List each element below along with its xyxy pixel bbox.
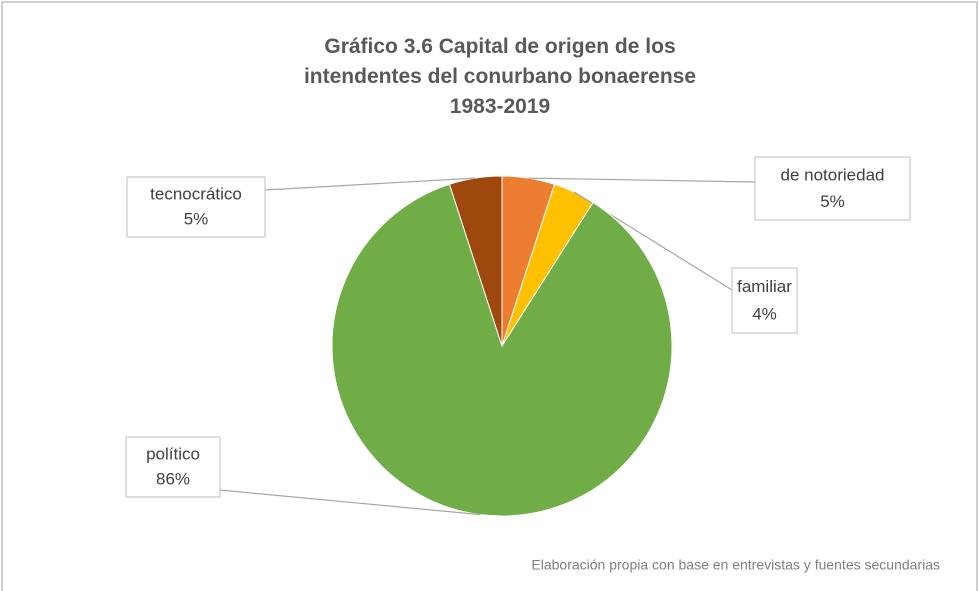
leader-line: [219, 489, 481, 516]
data-label-value: 5%: [820, 192, 845, 211]
data-label-name: político: [146, 444, 200, 463]
data-label-value: 4%: [752, 304, 777, 323]
data-label-name: familiar: [737, 277, 792, 296]
label-box: [754, 156, 911, 221]
chart-title: Gráfico 3.6 Capital de origen de los int…: [303, 35, 697, 118]
label-box: [126, 176, 266, 238]
leader-line: [528, 177, 756, 183]
pie-slice: [448, 175, 503, 347]
data-label-name: de notoriedad: [781, 165, 885, 184]
pie-slice: [331, 183, 673, 517]
leader-line: [264, 177, 476, 191]
data-label-value: 5%: [184, 210, 209, 229]
data-label-name: tecnocrático: [150, 184, 242, 203]
data-label-value: 86%: [156, 470, 190, 489]
source-note: Elaboración propia con base en entrevist…: [531, 557, 940, 573]
label-box: [125, 436, 221, 498]
label-box: [731, 267, 798, 334]
